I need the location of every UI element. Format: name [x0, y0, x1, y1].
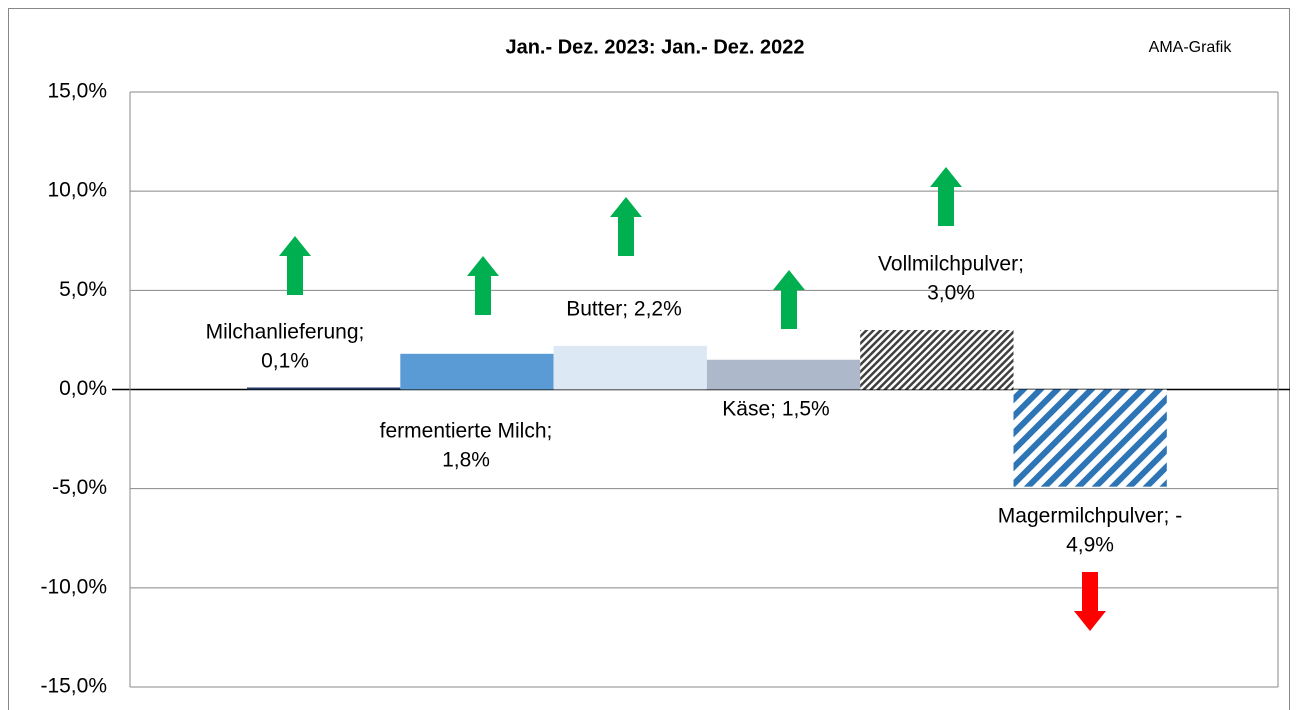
frame	[8, 8, 1290, 710]
data-label: 3,0%	[927, 282, 975, 305]
y-tick-label: -5,0%	[52, 476, 107, 499]
data-label: 0,1%	[261, 350, 309, 373]
y-tick-label: 5,0%	[59, 278, 107, 301]
y-tick-label: -10,0%	[40, 575, 107, 598]
data-label: 4,9%	[1066, 534, 1114, 557]
bar	[860, 330, 1014, 390]
trend-arrow	[1074, 572, 1106, 631]
trend-arrow	[930, 167, 962, 226]
data-label: Magermilchpulver; -	[998, 505, 1182, 528]
chart-title: Jan.- Dez. 2023: Jan.- Dez. 2022	[505, 36, 804, 58]
bar	[247, 387, 401, 390]
data-label: 1,8%	[442, 449, 490, 472]
y-tick-label: 15,0%	[47, 80, 107, 103]
data-label: Käse; 1,5%	[722, 398, 829, 421]
trend-arrow	[610, 197, 642, 256]
bar	[553, 345, 707, 390]
y-tick-label: 0,0%	[59, 377, 107, 400]
annotation: AMA-Grafik	[1149, 39, 1233, 56]
data-label: Butter; 2,2%	[566, 298, 682, 321]
data-label: Vollmilchpulver;	[878, 253, 1024, 276]
data-label: fermentierte Milch;	[380, 420, 553, 443]
y-tick-label: -15,0%	[40, 675, 107, 698]
trend-arrow	[773, 270, 805, 329]
bar	[1013, 389, 1167, 487]
trend-arrow	[279, 236, 311, 295]
trend-arrow	[467, 256, 499, 315]
bar	[400, 353, 554, 390]
y-tick-label: 10,0%	[47, 179, 107, 202]
bar	[706, 359, 861, 390]
data-label: Milchanlieferung;	[206, 321, 365, 344]
